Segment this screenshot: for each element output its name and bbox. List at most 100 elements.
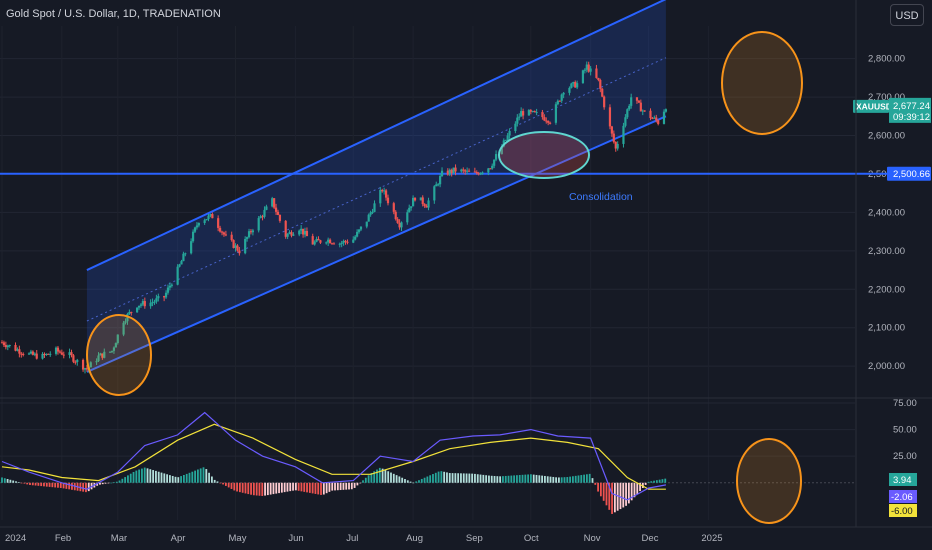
time-tick-label: 2025	[701, 533, 722, 544]
candle-body	[217, 218, 220, 228]
macd-histogram-bar	[20, 482, 23, 484]
candle-body	[54, 347, 58, 354]
candle-body	[27, 353, 31, 355]
last-price-label: 2,677.24	[893, 101, 930, 112]
macd-histogram-bar	[566, 477, 569, 483]
macd-histogram-bar	[546, 476, 549, 483]
candle-body	[493, 159, 496, 166]
macd-histogram-bar	[31, 482, 34, 486]
candle-body	[238, 250, 241, 254]
macd-histogram-bar	[107, 482, 110, 484]
candle-body	[599, 79, 602, 89]
macd-histogram-bar	[571, 476, 574, 483]
macd-histogram-bar	[521, 474, 524, 483]
macd-histogram-bar	[6, 478, 9, 483]
macd-histogram-bar	[157, 471, 160, 483]
macd-histogram-bar	[426, 476, 429, 483]
macd-histogram-bar	[451, 473, 454, 483]
macd-histogram-bar	[1, 477, 3, 483]
candle-body	[574, 82, 577, 88]
macd-histogram-bar	[269, 482, 272, 495]
candle-body	[141, 301, 144, 305]
candle-body	[164, 292, 168, 298]
macd-tick-label: 25.00	[893, 451, 917, 462]
macd-histogram-bar	[135, 470, 138, 483]
candle-body	[249, 231, 253, 233]
candle-body	[628, 105, 631, 110]
candle-body	[298, 230, 301, 235]
macd-histogram-bar	[465, 473, 468, 483]
macd-histogram-bar	[630, 482, 633, 501]
candle-body	[637, 100, 640, 103]
macd-histogram-bar	[507, 475, 510, 483]
macd-histogram-bar	[297, 482, 300, 491]
candle-body	[608, 107, 612, 127]
time-tick-label: Jul	[346, 533, 358, 544]
macd-histogram-bar	[345, 482, 348, 490]
candle-body	[367, 214, 370, 222]
candle-body	[290, 232, 293, 236]
candle-body	[139, 304, 143, 306]
candle-body	[452, 167, 455, 173]
macd-histogram-bar	[188, 472, 191, 483]
candle-body	[60, 352, 63, 355]
candle-body	[622, 125, 625, 144]
candle-body	[257, 218, 260, 231]
candle-body	[271, 198, 274, 207]
candle-body	[473, 171, 476, 173]
macd-histogram-bar	[613, 482, 616, 513]
candle-body	[433, 186, 436, 201]
macd-histogram-bar	[448, 473, 451, 483]
candle-body	[286, 233, 289, 237]
candle-body	[543, 117, 546, 121]
candle-body	[460, 169, 463, 172]
macd-histogram-bar	[143, 467, 146, 483]
candle-body	[211, 214, 214, 219]
candle-body	[112, 347, 116, 351]
macd-histogram-bar	[644, 482, 647, 485]
macd-histogram-bar	[560, 477, 563, 483]
candle-body	[83, 368, 87, 370]
candle-body	[176, 266, 179, 285]
macd-histogram-bar	[160, 472, 163, 483]
candle-body	[494, 154, 498, 160]
candle-body	[274, 207, 278, 212]
currency-button[interactable]: USD	[890, 4, 924, 26]
candle-body	[325, 242, 328, 244]
macd-histogram-bar	[227, 482, 230, 488]
candle-body	[396, 219, 399, 223]
macd-histogram-bar	[395, 475, 398, 483]
macd-histogram-bar	[216, 481, 219, 483]
macd-histogram-bar	[535, 474, 538, 483]
macd-histogram-bar	[202, 467, 205, 483]
macd-histogram-bar	[356, 482, 359, 486]
macd-histogram-bar	[406, 480, 409, 483]
candle-body	[603, 96, 606, 108]
candle-body	[273, 198, 276, 208]
macd-histogram-bar	[169, 475, 171, 483]
candle-body	[155, 298, 158, 302]
candle-body	[541, 112, 544, 118]
macd-histogram-bar	[334, 482, 336, 491]
symbol-tag	[853, 99, 889, 113]
macd-histogram-bar	[45, 482, 48, 487]
macd-histogram-bar	[258, 482, 261, 496]
macd-histogram-bar	[138, 469, 141, 483]
candle-body	[487, 168, 490, 173]
macd-histogram-bar	[423, 477, 426, 483]
candle-body	[437, 184, 440, 186]
candle-body	[311, 236, 314, 245]
macd-histogram-bar	[392, 473, 395, 483]
candle-body	[572, 82, 575, 84]
candle-body	[520, 111, 523, 117]
candle-body	[261, 216, 264, 218]
macd-histogram-bar	[17, 482, 20, 483]
time-tick-label: Oct	[524, 533, 539, 544]
macd-histogram-bar	[311, 482, 314, 494]
macd-histogram-bar	[266, 482, 269, 496]
candle-body	[110, 350, 114, 352]
macd-histogram-bar	[443, 471, 446, 483]
macd-histogram-bar	[583, 474, 585, 483]
candle-body	[234, 245, 237, 248]
